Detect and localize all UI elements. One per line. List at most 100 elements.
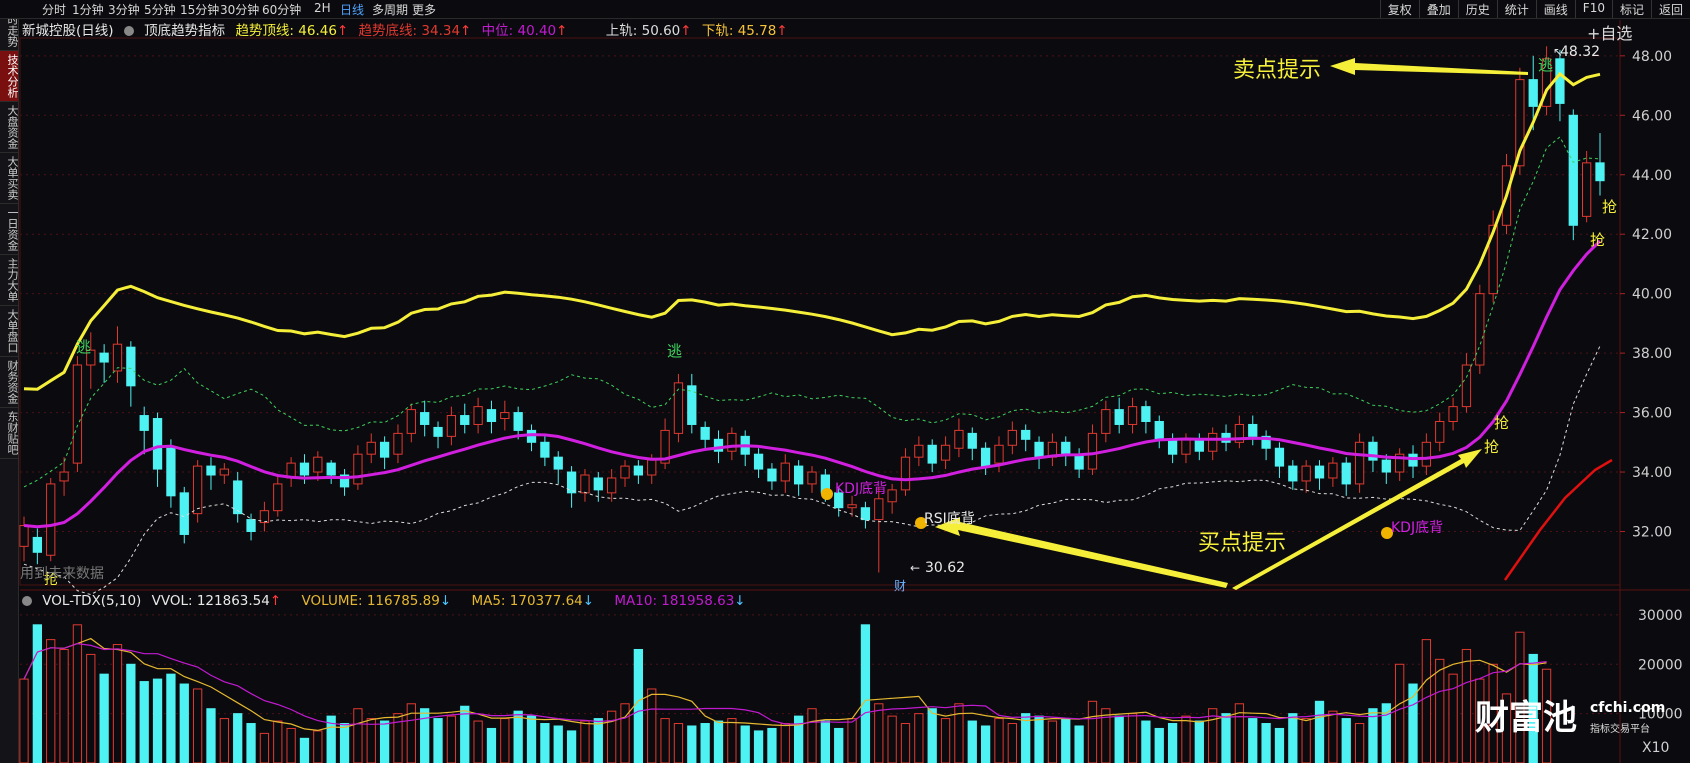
period-tab-0[interactable]: 分时 [42,3,67,17]
candle-body [393,432,403,455]
volume-bar [446,715,457,763]
mid-value: 中位: 40.40 [481,23,557,39]
volume-bar [1274,727,1285,763]
vvol-value: VVOL: 121863.54 [151,593,270,609]
candle-body [1341,462,1351,485]
candle-body [1021,429,1031,440]
period-tab-3[interactable]: 5分钟 [144,3,176,17]
toolbar-button-0[interactable]: 复权 [1379,0,1419,18]
volume-bar [1461,648,1472,763]
toolbar-button-2[interactable]: 历史 [1457,0,1497,18]
volume-bar [954,703,964,763]
volume-bar [246,723,256,763]
kdj-face-icon [1381,527,1393,539]
sidebar-item-2[interactable]: 大盘资金 [0,102,19,153]
main-legend: 新城控股(日线) 顶底趋势指标 趋势顶线: 46.46↑ 趋势底线: 34.34… [22,23,788,39]
candle-body [1314,465,1325,479]
candle-body [807,471,817,485]
buy-hint-arrow-right [1232,449,1482,590]
volume-bar [1141,720,1151,763]
period-tab-7[interactable]: 2H [314,1,331,15]
period-tab-8[interactable]: 日线 [340,3,365,17]
candle-body [914,444,924,458]
candle-body [927,444,937,464]
indicator-name: 顶底趋势指标 [144,23,226,39]
volume-bar [767,727,777,763]
candle-body [1555,58,1565,104]
sell-hint-arrow [1330,58,1528,75]
volume-bar [713,720,724,763]
period-tab-4[interactable]: 15分钟 [180,3,220,17]
candle-body [1395,453,1405,473]
vol-ma10-line [23,642,1547,726]
sidebar-item-7[interactable]: 财务资金 [0,357,19,408]
period-tab-9[interactable]: 多周期 [372,3,409,17]
price-tick-label: 46.00 [1632,108,1672,124]
candle-body [1421,441,1432,467]
sidebar-item-3[interactable]: 大单买卖 [0,153,19,204]
rsi-face-icon [915,517,927,529]
grab-marker: 抢 [1484,438,1499,456]
sidebar-item-6[interactable]: 大单盘口 [0,306,19,357]
toolbar-button-6[interactable]: 标记 [1611,0,1651,18]
candle-body [1248,423,1258,437]
candle-body [580,474,590,494]
vol-unit-label: X10 [1642,740,1669,756]
period-tab-10[interactable]: 更多 [412,3,437,17]
volume-bar [1127,713,1138,763]
candle-body [32,536,42,553]
bottom-line-value: 趋势底线: 34.34 [358,23,461,39]
candle-body [900,456,911,491]
period-tab-6[interactable]: 60分钟 [262,3,302,17]
candle-body [1381,459,1391,473]
volume-bar [513,710,523,763]
candle-body [326,462,336,476]
candle-body [780,462,790,482]
volume-bar [433,718,443,763]
toolbar-button-4[interactable]: 画线 [1535,0,1575,18]
volume-bar [1221,713,1231,763]
volume-bar [673,723,684,763]
volume-group [19,624,1552,763]
volume-bar [1408,683,1418,763]
candle-body [1114,409,1124,425]
volume-bar [887,715,897,763]
candle-body [1368,441,1378,461]
volume-bar [1261,723,1271,763]
price-tick-label: 40.00 [1632,287,1672,303]
volume-bar [860,624,871,763]
volume-bar [553,725,563,763]
toolbar-button-1[interactable]: 叠加 [1418,0,1458,18]
sidebar-item-8[interactable]: 东财贴吧 [0,408,19,459]
volume-bar [1034,715,1044,763]
toolbar-button-3[interactable]: 统计 [1496,0,1536,18]
candle-body [633,465,644,476]
volume-bar [740,725,750,763]
candle-body [1181,438,1191,455]
volume-bar [379,720,390,763]
sidebar-item-4[interactable]: 一日资金 [0,204,19,255]
period-tab-5[interactable]: 30分钟 [220,3,260,17]
ma5-value: MA5: 170377.64 [471,593,583,609]
candle-body [219,468,229,476]
toolbar-button-5[interactable]: F10 [1574,0,1612,18]
sidebar-item-1[interactable]: 技术分析 [0,51,19,102]
period-tab-2[interactable]: 3分钟 [108,3,140,17]
settings-circle-icon[interactable] [123,26,134,36]
add-watchlist-button[interactable]: +自选 [1587,24,1633,43]
toolbar-button-7[interactable]: 返回 [1650,0,1690,18]
trend-top-line [23,71,1601,391]
volume-legend: VOL-TDX(5,10) VVOL: 121863.54↑ VOLUME: 1… [22,593,752,609]
volume-bar [540,723,550,763]
candle-body [1007,429,1017,446]
volume-bar [820,720,830,763]
period-tab-1[interactable]: 1分钟 [72,3,104,17]
volume-bar [914,713,924,763]
settings-circle-icon[interactable] [22,596,32,606]
volume-bar [633,648,644,763]
sidebar-item-5[interactable]: 主力大单 [0,255,19,306]
candle-body [767,468,777,482]
volume-bar [1301,718,1311,763]
candle-body [1154,420,1164,440]
candle-body [72,364,83,464]
